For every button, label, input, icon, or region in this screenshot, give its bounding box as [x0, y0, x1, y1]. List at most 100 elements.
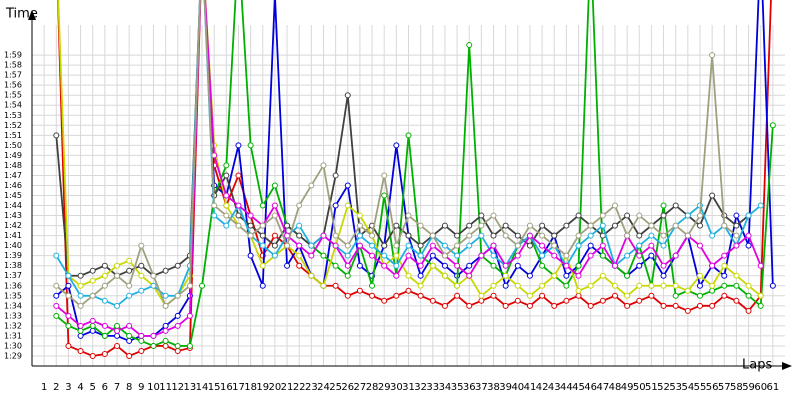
point — [296, 202, 303, 209]
point — [126, 282, 133, 289]
point — [611, 202, 618, 209]
point — [284, 222, 291, 229]
point — [296, 242, 303, 249]
point — [126, 257, 133, 264]
point — [65, 342, 72, 349]
x-tick-label: 61 — [766, 382, 779, 393]
point — [89, 277, 96, 284]
point — [126, 352, 133, 359]
point — [235, 142, 242, 149]
y-tick-label: 1:34 — [4, 301, 22, 310]
point — [89, 352, 96, 359]
point — [733, 242, 740, 249]
point — [356, 262, 363, 269]
point — [138, 347, 145, 354]
point — [514, 242, 521, 249]
point — [138, 337, 145, 344]
point — [429, 232, 436, 239]
point — [393, 292, 400, 299]
x-tick-label: 56 — [706, 382, 719, 393]
point — [126, 337, 133, 344]
point — [417, 282, 424, 289]
x-tick-label: 50 — [633, 382, 646, 393]
point — [247, 232, 254, 239]
point — [89, 292, 96, 299]
point — [624, 212, 631, 219]
point — [478, 292, 485, 299]
point — [721, 222, 728, 229]
point — [89, 317, 96, 324]
point — [126, 322, 133, 329]
point — [502, 232, 509, 239]
y-tick-label: 1:48 — [4, 161, 22, 170]
point — [660, 242, 667, 249]
point — [514, 232, 521, 239]
x-tick-label: 52 — [657, 382, 670, 393]
y-tick-label: 1:40 — [4, 241, 22, 250]
point — [575, 272, 582, 279]
point — [757, 202, 764, 209]
y-tick-label: 1:45 — [4, 191, 22, 200]
point — [514, 262, 521, 269]
point — [320, 282, 327, 289]
x-tick-label: 42 — [536, 382, 549, 393]
x-tick-label: 51 — [645, 382, 658, 393]
x-tick-label: 44 — [560, 382, 573, 393]
point — [526, 242, 533, 249]
point — [344, 202, 351, 209]
point — [441, 242, 448, 249]
y-tick-label: 1:36 — [4, 281, 22, 290]
point — [684, 307, 691, 314]
point — [369, 282, 376, 289]
point — [672, 292, 679, 299]
point — [696, 242, 703, 249]
x-tick-label: 48 — [609, 382, 622, 393]
y-tick-label: 1:47 — [4, 171, 22, 180]
point — [696, 302, 703, 309]
point — [138, 287, 145, 294]
point — [162, 267, 169, 274]
point — [490, 292, 497, 299]
point — [745, 232, 752, 239]
point — [660, 202, 667, 209]
point — [466, 272, 473, 279]
point — [587, 282, 594, 289]
point — [587, 252, 594, 259]
point — [672, 222, 679, 229]
point — [211, 212, 218, 219]
point — [344, 272, 351, 279]
point — [259, 202, 266, 209]
tick-labels: 1:291:301:311:321:331:341:351:361:371:38… — [4, 51, 779, 393]
x-tick-label: 14 — [196, 382, 209, 393]
point — [733, 297, 740, 304]
point — [599, 242, 606, 249]
point — [138, 242, 145, 249]
point — [393, 262, 400, 269]
x-tick-label: 13 — [184, 382, 197, 393]
point — [526, 232, 533, 239]
x-tick-label: 32 — [414, 382, 427, 393]
point — [429, 297, 436, 304]
x-tick-label: 19 — [256, 382, 269, 393]
x-tick-label: 28 — [366, 382, 379, 393]
point — [466, 232, 473, 239]
point — [174, 347, 181, 354]
x-tick-label: 15 — [208, 382, 221, 393]
x-tick-label: 5 — [90, 382, 96, 393]
point — [369, 232, 376, 239]
point — [696, 272, 703, 279]
point — [65, 322, 72, 329]
y-tick-label: 1:29 — [4, 351, 22, 360]
point — [611, 282, 618, 289]
x-axis-arrow — [782, 362, 792, 370]
point — [417, 242, 424, 249]
point — [490, 242, 497, 249]
point — [296, 222, 303, 229]
point — [624, 272, 631, 279]
point — [490, 262, 497, 269]
point — [405, 252, 412, 259]
point — [53, 282, 60, 289]
point — [599, 222, 606, 229]
series-line — [55, 0, 774, 342]
point — [162, 322, 169, 329]
